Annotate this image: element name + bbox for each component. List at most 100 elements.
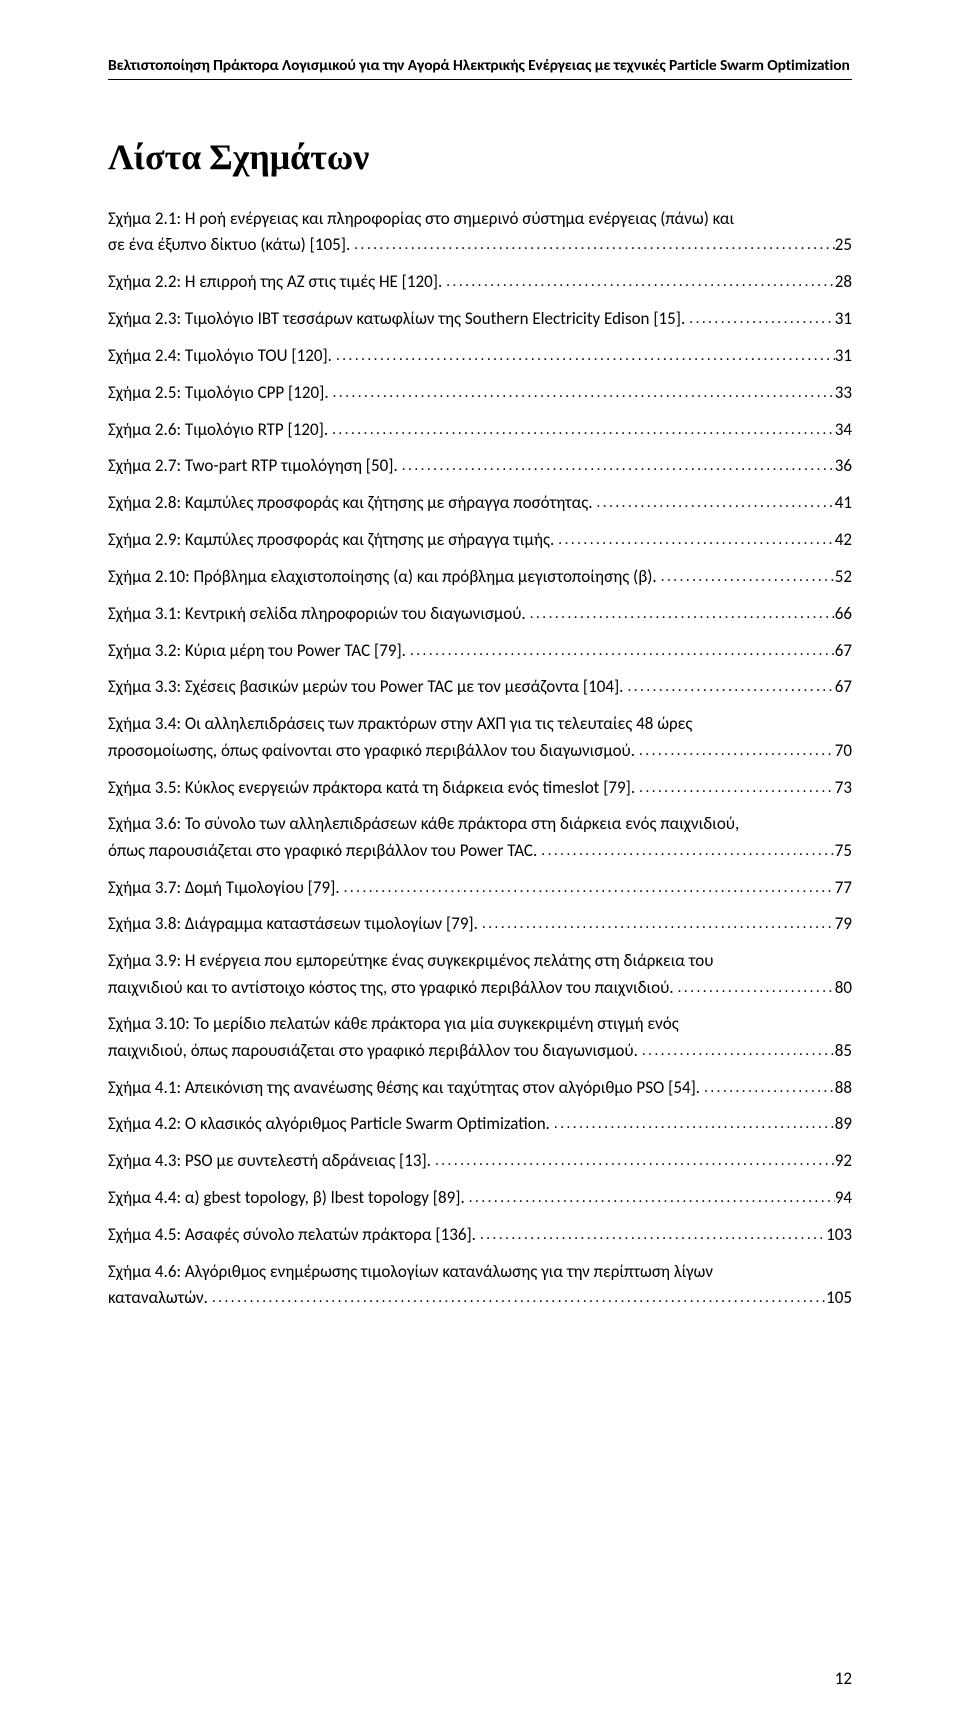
dot-leader	[550, 1113, 835, 1136]
toc-entry-tail: παιχνιδιού και το αντίστοιχο κόστος της,…	[108, 975, 674, 1001]
dot-leader	[674, 977, 835, 1000]
dot-leader	[329, 382, 835, 405]
toc-entry-page: 70	[835, 738, 852, 764]
dot-leader	[478, 913, 835, 936]
toc-entry: Σχήμα 4.5: Ασαφές σύνολο πελατών πράκτορ…	[108, 1222, 852, 1248]
toc-entry: Σχήμα 3.1: Κεντρική σελίδα πληροφοριών τ…	[108, 601, 852, 627]
toc-entry: Σχήμα 2.6: Τιμολόγιο RTP [120]. 34	[108, 417, 852, 443]
toc-entry-text: Σχήμα 4.6: Αλγόριθμος ενημέρωσης τιμολογ…	[108, 1259, 852, 1285]
toc-entry-text: Σχήμα 2.10: Πρόβλημα ελαχιστοποίησης (α)…	[108, 564, 657, 590]
dot-leader	[685, 308, 834, 331]
toc-entry: Σχήμα 3.10: Το μερίδιο πελατών κάθε πράκ…	[108, 1011, 852, 1064]
toc-entry-tail: καταναλωτών.	[108, 1285, 208, 1311]
toc-entry-text: Σχήμα 2.8: Καμπύλες προσφοράς και ζήτηση…	[108, 490, 593, 516]
toc-entry: Σχήμα 2.5: Τιμολόγιο CPP [120]. 33	[108, 380, 852, 406]
toc-entry-text: Σχήμα 3.7: Δομή Τιμολογίου [79].	[108, 875, 340, 901]
toc-entry: Σχήμα 4.2: Ο κλασικός αλγόριθμος Particl…	[108, 1111, 852, 1137]
toc-entry: Σχήμα 2.8: Καμπύλες προσφοράς και ζήτηση…	[108, 490, 852, 516]
toc-entry-page: 42	[835, 527, 852, 553]
dot-leader	[554, 529, 834, 552]
dot-leader	[593, 492, 835, 515]
dot-leader	[350, 234, 835, 257]
toc-entry: Σχήμα 4.6: Αλγόριθμος ενημέρωσης τιμολογ…	[108, 1259, 852, 1312]
toc-entry-page: 92	[835, 1148, 852, 1174]
toc-entry: Σχήμα 3.7: Δομή Τιμολογίου [79]. 77	[108, 875, 852, 901]
toc-entry-text: Σχήμα 3.1: Κεντρική σελίδα πληροφοριών τ…	[108, 601, 526, 627]
toc-entry: Σχήμα 2.7: Two-part RTP τιμολόγηση [50].…	[108, 453, 852, 479]
toc-entry-text: Σχήμα 2.4: Τιμολόγιο TOU [120].	[108, 343, 332, 369]
running-header: Βελτιστοποίηση Πράκτορα Λογισμικού για τ…	[108, 56, 852, 80]
toc-entry: Σχήμα 2.3: Τιμολόγιο IBT τεσσάρων κατωφλ…	[108, 306, 852, 332]
dot-leader	[635, 777, 835, 800]
toc-entry-tail: σε ένα έξυπνο δίκτυο (κάτω) [105].	[108, 232, 350, 258]
toc-entry: Σχήμα 3.4: Οι αλληλεπιδράσεις των πρακτό…	[108, 711, 852, 764]
dot-leader	[465, 1187, 835, 1210]
toc-entry: Σχήμα 3.6: Το σύνολο των αλληλεπιδράσεων…	[108, 811, 852, 864]
toc-entry-page: 103	[826, 1222, 852, 1248]
toc-entry: Σχήμα 2.1: Η ροή ενέργειας και πληροφορί…	[108, 206, 852, 259]
toc-entry: Σχήμα 2.2: Η επιρροή της ΑΖ στις τιμές Η…	[108, 269, 852, 295]
toc-entry: Σχήμα 4.4: α) gbest topology, β) lbest t…	[108, 1185, 852, 1211]
dot-leader	[332, 345, 835, 368]
page-number: 12	[835, 1668, 852, 1689]
toc-entry-page: 36	[835, 453, 852, 479]
toc-entry-text: Σχήμα 3.6: Το σύνολο των αλληλεπιδράσεων…	[108, 811, 852, 837]
toc-entry: Σχήμα 3.3: Σχέσεις βασικών μερών του Pow…	[108, 674, 852, 700]
dot-leader	[406, 640, 835, 663]
toc-entry-page: 85	[835, 1038, 852, 1064]
toc-entry-text: Σχήμα 3.5: Κύκλος ενεργειών πράκτορα κατ…	[108, 775, 635, 801]
toc-entry-tail: προσομοίωσης, όπως φαίνονται στο γραφικό…	[108, 738, 635, 764]
dot-leader	[328, 419, 835, 442]
dot-leader	[526, 603, 835, 626]
dot-leader	[700, 1077, 835, 1100]
dot-leader	[638, 1040, 835, 1063]
dot-leader	[635, 740, 835, 763]
toc-entry-text: Σχήμα 4.2: Ο κλασικός αλγόριθμος Particl…	[108, 1111, 550, 1137]
toc-entry: Σχήμα 3.9: Η ενέργεια που εμπορεύτηκε έν…	[108, 948, 852, 1001]
toc-entry-page: 75	[835, 838, 852, 864]
toc-entry-text: Σχήμα 3.10: Το μερίδιο πελατών κάθε πράκ…	[108, 1011, 852, 1037]
toc-entry-page: 31	[835, 343, 852, 369]
toc-entry: Σχήμα 2.10: Πρόβλημα ελαχιστοποίησης (α)…	[108, 564, 852, 590]
toc-entry-page: 33	[835, 380, 852, 406]
toc-entry-page: 94	[835, 1185, 852, 1211]
toc-entry-text: Σχήμα 4.1: Απεικόνιση της ανανέωσης θέση…	[108, 1075, 700, 1101]
toc-entry-text: Σχήμα 3.9: Η ενέργεια που εμπορεύτηκε έν…	[108, 948, 852, 974]
toc-entry: Σχήμα 3.2: Κύρια μέρη του Power TAC [79]…	[108, 638, 852, 664]
toc-entry-text: Σχήμα 2.2: Η επιρροή της ΑΖ στις τιμές Η…	[108, 269, 442, 295]
page-title: Λίστα Σχημάτων	[108, 136, 852, 178]
toc-entry-text: Σχήμα 4.3: PSO με συντελεστή αδράνειας […	[108, 1148, 431, 1174]
toc-entry-page: 25	[835, 232, 852, 258]
toc-entry-page: 77	[835, 875, 852, 901]
toc-entry-page: 73	[835, 775, 852, 801]
dot-leader	[431, 1150, 835, 1173]
toc-entry-text: Σχήμα 2.5: Τιμολόγιο CPP [120].	[108, 380, 329, 406]
dot-leader	[442, 271, 835, 294]
toc-entry: Σχήμα 4.1: Απεικόνιση της ανανέωσης θέση…	[108, 1075, 852, 1101]
toc-entry-page: 34	[835, 417, 852, 443]
toc-entry: Σχήμα 3.5: Κύκλος ενεργειών πράκτορα κατ…	[108, 775, 852, 801]
toc-entry-page: 67	[835, 638, 852, 664]
toc-entry-text: Σχήμα 3.3: Σχέσεις βασικών μερών του Pow…	[108, 674, 623, 700]
toc-entry-text: Σχήμα 3.2: Κύρια μέρη του Power TAC [79]…	[108, 638, 406, 664]
dot-leader	[208, 1287, 826, 1310]
toc-entry-page: 67	[835, 674, 852, 700]
dot-leader	[537, 840, 834, 863]
list-of-figures: Σχήμα 2.1: Η ροή ενέργειας και πληροφορί…	[108, 206, 852, 1312]
dot-leader	[476, 1224, 826, 1247]
dot-leader	[657, 566, 835, 589]
toc-entry-text: Σχήμα 2.6: Τιμολόγιο RTP [120].	[108, 417, 328, 443]
toc-entry-text: Σχήμα 3.4: Οι αλληλεπιδράσεις των πρακτό…	[108, 711, 852, 737]
toc-entry: Σχήμα 2.4: Τιμολόγιο TOU [120]. 31	[108, 343, 852, 369]
dot-leader	[340, 877, 835, 900]
toc-entry-page: 28	[835, 269, 852, 295]
toc-entry-text: Σχήμα 2.9: Καμπύλες προσφοράς και ζήτηση…	[108, 527, 554, 553]
toc-entry-tail: όπως παρουσιάζεται στο γραφικό περιβάλλο…	[108, 838, 537, 864]
toc-entry-page: 66	[835, 601, 852, 627]
toc-entry-text: Σχήμα 2.1: Η ροή ενέργειας και πληροφορί…	[108, 206, 852, 232]
toc-entry: Σχήμα 2.9: Καμπύλες προσφοράς και ζήτηση…	[108, 527, 852, 553]
dot-leader	[398, 455, 835, 478]
toc-entry-page: 52	[835, 564, 852, 590]
toc-entry-text: Σχήμα 4.5: Ασαφές σύνολο πελατών πράκτορ…	[108, 1222, 476, 1248]
toc-entry-text: Σχήμα 2.7: Two-part RTP τιμολόγηση [50].	[108, 453, 398, 479]
